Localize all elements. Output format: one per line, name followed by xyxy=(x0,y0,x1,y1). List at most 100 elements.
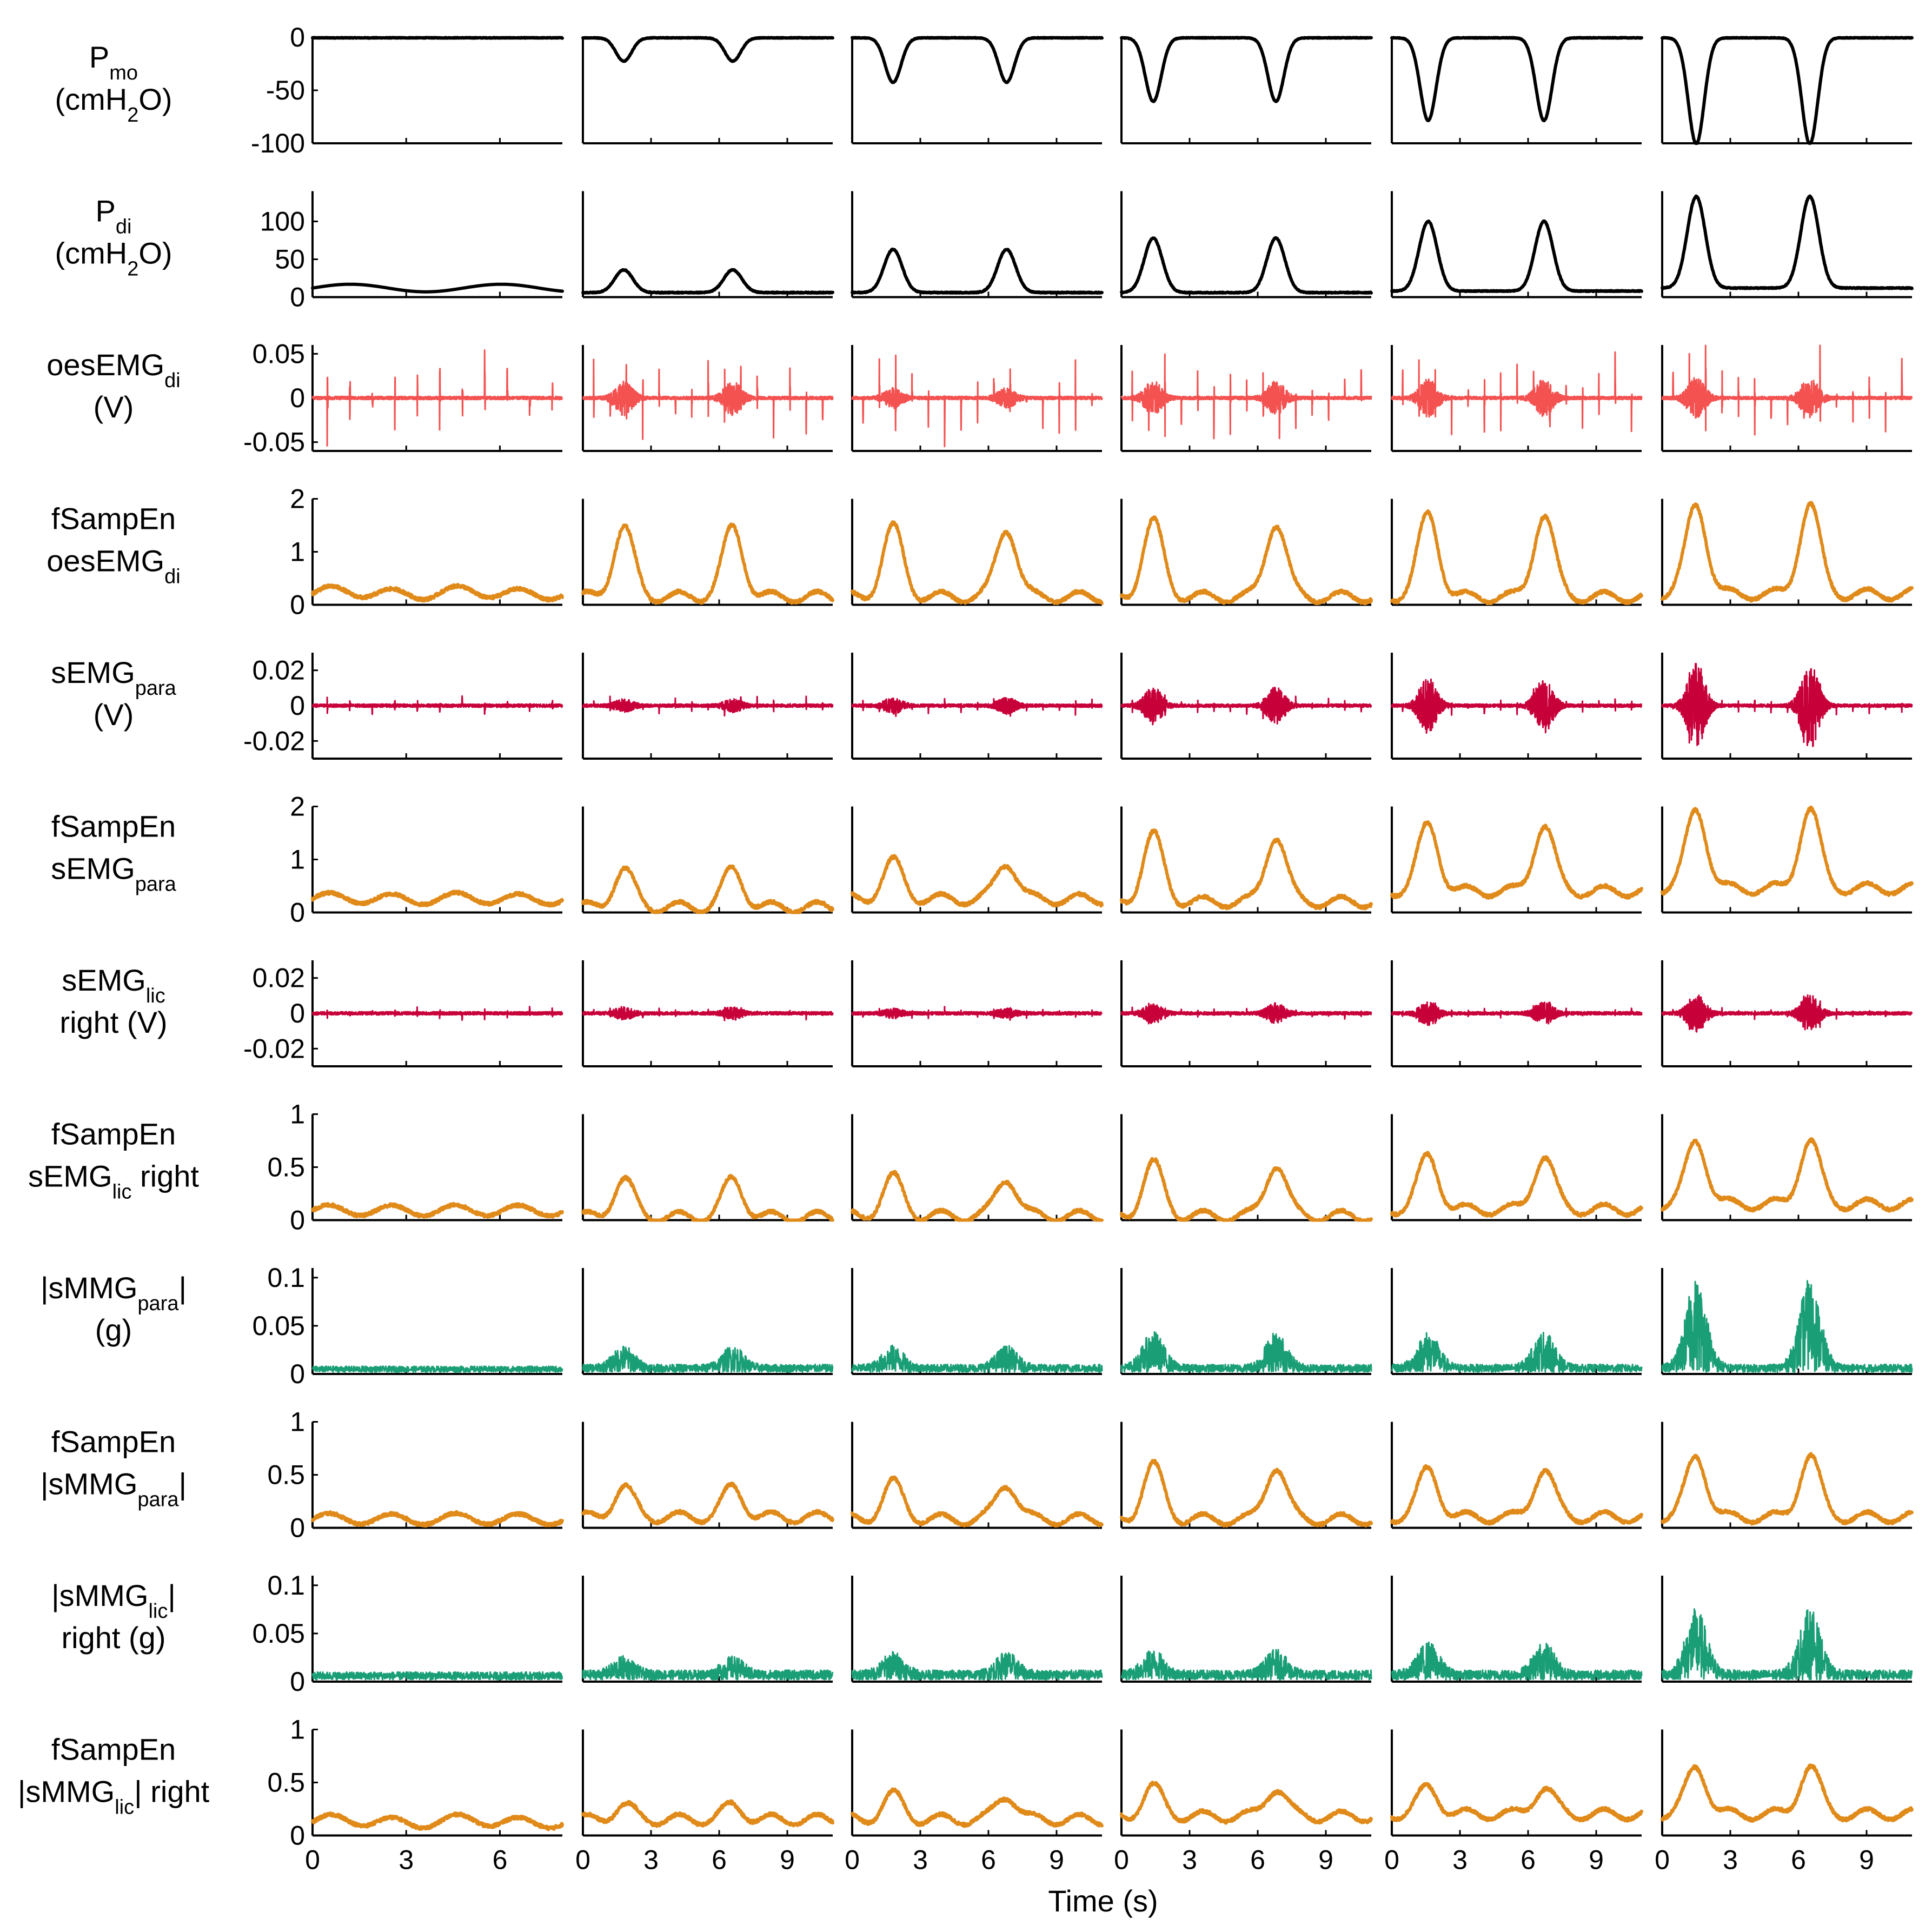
series-line-semg-lic xyxy=(851,1006,1103,1021)
series-line-pmo xyxy=(581,36,834,63)
panel-fs-oesemg-3 xyxy=(1120,499,1373,606)
y-tick-label: 0 xyxy=(290,1667,305,1697)
series-line-pdi xyxy=(851,247,1104,295)
series-line-oesemg xyxy=(1120,353,1372,440)
series-line-smmg-lic xyxy=(582,1655,834,1681)
panels: 0-50-1000501000.050-0.050120.020-0.02012… xyxy=(243,22,1914,1875)
series-line-fs-smmg-lic xyxy=(1661,1763,1914,1823)
series-line-fs-smmg-para xyxy=(581,1481,834,1526)
series-line-pmo xyxy=(1661,36,1914,145)
series-line-smmg-para xyxy=(311,1365,563,1373)
y-tick-label: 0 xyxy=(290,282,305,313)
series-line-smmg-para xyxy=(1391,1332,1643,1373)
series-line-fs-semg-lic xyxy=(1390,1151,1643,1218)
series-line-smmg-lic xyxy=(1120,1649,1372,1681)
y-tick-label: 0.02 xyxy=(253,963,305,993)
panel-fs-oesemg-1 xyxy=(581,499,834,606)
x-tick-label: 0 xyxy=(1655,1845,1670,1875)
panel-fs-smmg-lic-0: 0 3 6 0 0.5 1 xyxy=(267,1715,564,1875)
y-tick-label: 0.05 xyxy=(253,338,305,369)
panel-semg-para-1 xyxy=(582,653,834,760)
panel-pmo-4 xyxy=(1390,36,1643,144)
x-tick-label: 6 xyxy=(1521,1845,1536,1875)
panel-fs-semg-para-2 xyxy=(851,806,1104,914)
series-line-smmg-para xyxy=(1120,1331,1372,1373)
panel-fs-smmg-lic-2: 0 3 6 9 xyxy=(845,1729,1104,1875)
panel-fs-semg-lic-3 xyxy=(1120,1114,1373,1222)
y-tick-label: 0.5 xyxy=(267,1460,305,1490)
panel-fs-semg-lic-2 xyxy=(851,1114,1104,1222)
series-line-fs-semg-lic xyxy=(851,1170,1104,1222)
panel-pmo-5 xyxy=(1661,36,1914,145)
y-tick-label: 0.1 xyxy=(267,1570,305,1601)
series-line-pdi xyxy=(581,268,834,295)
y-tick-label: -100 xyxy=(251,128,305,158)
panel-pdi-2 xyxy=(851,191,1104,298)
row-label-fs-oesemg: fSampEn oesEMGdi xyxy=(47,502,180,588)
row-label-fs-smmg-lic: fSampEn |sMMGlic| right xyxy=(18,1732,210,1819)
panel-oesemg-3 xyxy=(1120,345,1372,452)
series-line-fs-smmg-para xyxy=(1390,1464,1643,1526)
row-label-semg-para: sEMGpara (V) xyxy=(51,655,176,732)
x-tick-label: 6 xyxy=(493,1845,508,1875)
x-tick-label: 6 xyxy=(1791,1845,1806,1875)
y-tick-label: 1 xyxy=(290,845,305,875)
series-line-semg-lic xyxy=(582,1006,834,1021)
series-line-semg-para xyxy=(851,696,1103,718)
panel-semg-para-0: 0.02 0 -0.02 xyxy=(243,653,563,760)
panel-fs-semg-para-4 xyxy=(1390,806,1643,914)
series-line-fs-semg-para xyxy=(851,854,1104,908)
x-tick-label: 3 xyxy=(399,1845,414,1875)
x-tick-label: 9 xyxy=(1049,1845,1064,1875)
panel-oesemg-4 xyxy=(1391,345,1643,452)
row-label-pmo: Pmo (cmH2O) xyxy=(55,40,172,127)
series-line-fs-semg-lic xyxy=(1120,1157,1373,1222)
y-tick-label: 1 xyxy=(290,1099,305,1130)
series-line-fs-smmg-para xyxy=(1661,1452,1914,1526)
panel-fs-oesemg-5 xyxy=(1661,499,1914,606)
series-line-smmg-para xyxy=(851,1344,1103,1373)
panel-smmg-para-5 xyxy=(1661,1268,1913,1375)
panel-fs-smmg-para-1 xyxy=(581,1422,834,1529)
panel-semg-para-3 xyxy=(1120,653,1372,760)
panel-fs-smmg-para-0: 00.51 xyxy=(267,1407,564,1543)
series-line-pdi xyxy=(311,282,564,294)
panel-oesemg-5 xyxy=(1661,344,1913,452)
row-label-pdi: Pdi (cmH2O) xyxy=(55,194,172,281)
y-tick-label: 0 xyxy=(290,22,305,52)
series-line-oesemg xyxy=(582,358,834,440)
x-tick-label: 3 xyxy=(1182,1845,1197,1875)
y-tick-label: 0 xyxy=(290,1359,305,1389)
series-line-pdi xyxy=(1120,236,1373,295)
series-line-semg-lic xyxy=(1391,1001,1643,1026)
y-tick-label: 100 xyxy=(260,207,305,237)
y-tick-label: 0.5 xyxy=(267,1152,305,1183)
row-label-fs-semg-para: fSampEn sEMGpara xyxy=(51,809,176,896)
series-line-pdi xyxy=(1661,194,1914,290)
series-line-oesemg xyxy=(1661,344,1913,436)
panel-fs-semg-lic-0: 00.51 xyxy=(267,1099,564,1236)
series-line-fs-smmg-para xyxy=(1120,1459,1373,1528)
series-line-smmg-lic xyxy=(1391,1641,1643,1681)
y-tick-label: 0.05 xyxy=(253,1618,305,1649)
panel-smmg-lic-4 xyxy=(1391,1576,1643,1683)
series-line-fs-smmg-lic xyxy=(1120,1781,1373,1825)
panel-smmg-para-1 xyxy=(582,1268,834,1375)
y-tick-label: 0 xyxy=(290,590,305,620)
panel-semg-para-5 xyxy=(1661,653,1913,760)
panel-oesemg-2 xyxy=(851,345,1103,452)
series-line-fs-semg-para xyxy=(1120,828,1373,911)
series-line-fs-smmg-para xyxy=(851,1475,1104,1528)
y-tick-label: 0 xyxy=(290,898,305,928)
x-tick-label: 0 xyxy=(305,1845,320,1875)
series-line-pmo xyxy=(311,36,564,40)
series-line-smmg-lic xyxy=(1661,1608,1913,1681)
x-tick-label: 0 xyxy=(1114,1845,1129,1875)
y-tick-label: 0.05 xyxy=(253,1311,305,1341)
series-line-fs-semg-para xyxy=(1661,805,1914,897)
panel-semg-para-2 xyxy=(851,653,1103,760)
series-line-oesemg xyxy=(851,354,1103,448)
panel-semg-lic-4 xyxy=(1391,960,1643,1067)
panel-pmo-2 xyxy=(851,36,1104,144)
